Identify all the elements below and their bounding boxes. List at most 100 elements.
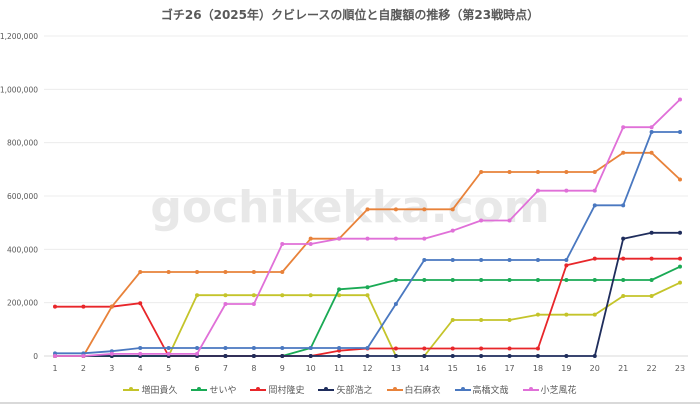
data-point (223, 354, 228, 358)
legend-swatch-icon (250, 387, 267, 391)
data-point (280, 354, 285, 358)
data-point (649, 125, 654, 130)
data-point (507, 170, 512, 174)
data-point (621, 294, 626, 298)
data-point (422, 346, 427, 351)
data-point (53, 354, 57, 358)
data-point (337, 354, 342, 358)
watermark-text: gochikekka.com (150, 182, 549, 233)
data-point (450, 354, 455, 358)
data-point (678, 280, 682, 285)
data-point (649, 294, 654, 298)
data-point (109, 351, 114, 356)
x-tick-label: 10 (306, 364, 316, 373)
data-point (166, 270, 171, 274)
data-point (479, 278, 484, 282)
legend-swatch-icon (191, 387, 208, 391)
data-point (138, 270, 143, 274)
legend-item: 白石麻衣 (386, 383, 441, 396)
data-point (564, 258, 569, 262)
data-point (251, 346, 256, 350)
x-tick-label: 4 (138, 364, 143, 373)
data-point (365, 346, 370, 350)
data-point (308, 242, 313, 246)
data-point (649, 278, 654, 282)
x-tick-label: 12 (362, 364, 372, 373)
data-point (592, 312, 597, 317)
x-tick-label: 8 (251, 364, 256, 373)
data-point (535, 170, 540, 174)
data-point (393, 302, 398, 306)
legend-item: 小芝風花 (522, 383, 577, 396)
data-point (621, 256, 626, 261)
x-tick-label: 23 (675, 364, 685, 373)
data-point (592, 354, 597, 358)
data-point (393, 207, 398, 212)
y-tick-label: 1,000,000 (0, 85, 38, 94)
y-tick-label: 0 (33, 352, 38, 361)
data-point (479, 170, 484, 174)
legend-swatch-icon (386, 387, 403, 391)
data-point (393, 346, 398, 351)
data-point (450, 278, 455, 282)
data-point (507, 278, 512, 282)
data-point (422, 278, 427, 282)
x-tick-label: 16 (476, 364, 486, 373)
data-point (649, 256, 654, 261)
data-point (251, 293, 256, 298)
legend-swatch-icon (454, 387, 471, 391)
x-tick-label: 5 (166, 364, 171, 373)
legend-label: 岡村隆史 (268, 386, 305, 396)
data-point (251, 302, 256, 306)
x-tick-label: 18 (533, 364, 543, 373)
data-point (450, 207, 455, 212)
data-point (166, 346, 171, 350)
data-point (109, 304, 114, 309)
data-point (450, 228, 455, 233)
data-point (138, 301, 143, 306)
data-point (621, 236, 626, 241)
data-point (649, 150, 654, 155)
chart-legend: 増田貴久 せいや 岡村隆史 矢部浩之 白石麻衣 高橋文哉 小芝風花 (0, 383, 700, 396)
data-point (592, 278, 597, 282)
data-point (479, 346, 484, 351)
data-point (535, 278, 540, 282)
data-point (195, 293, 200, 298)
data-point (422, 354, 427, 358)
x-tick-label: 19 (561, 364, 571, 373)
legend-label: 矢部浩之 (336, 386, 373, 396)
data-point (535, 312, 540, 317)
data-point (223, 346, 228, 350)
data-point (535, 354, 540, 358)
data-point (678, 177, 682, 182)
data-point (535, 188, 540, 193)
data-point (507, 354, 512, 358)
legend-item: 増田貴久 (123, 383, 177, 396)
legend-label: 高橋文哉 (472, 386, 509, 396)
x-tick-label: 21 (618, 364, 628, 373)
x-tick-label: 7 (223, 364, 228, 373)
legend-label: せいや (209, 386, 237, 396)
data-point (621, 203, 626, 208)
data-point (138, 346, 143, 350)
y-tick-label: 1,200,000 (0, 32, 38, 41)
data-point (365, 207, 370, 212)
data-point (365, 285, 370, 290)
data-point (280, 270, 285, 274)
data-point (195, 270, 200, 274)
series-line (53, 97, 682, 358)
data-point (251, 270, 256, 274)
legend-swatch-icon (318, 387, 335, 391)
data-point (678, 230, 682, 235)
data-point (564, 170, 569, 174)
data-point (592, 203, 597, 208)
data-point (564, 354, 569, 358)
x-tick-label: 17 (504, 364, 514, 373)
data-point (280, 346, 285, 350)
data-point (450, 258, 455, 262)
data-point (308, 346, 313, 350)
data-point (678, 130, 682, 134)
data-point (535, 258, 540, 262)
data-point (422, 207, 427, 212)
series-line (53, 264, 682, 358)
